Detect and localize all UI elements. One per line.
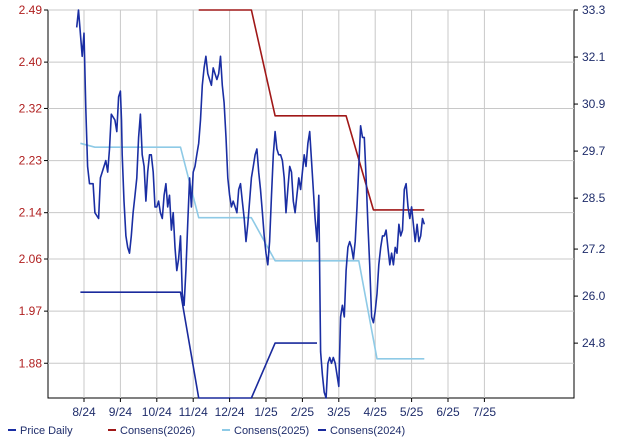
- x-tick-label: 10/24: [142, 405, 172, 419]
- x-tick-label: 6/25: [436, 405, 460, 419]
- x-tick-label: 12/24: [215, 405, 245, 419]
- right-tick-label: 28.5: [582, 191, 606, 205]
- right-tick-label: 29.7: [582, 144, 606, 158]
- x-tick-label: 1/25: [254, 405, 278, 419]
- legend: Price Daily Consens(2026) Consens(2025) Con…: [8, 425, 405, 437]
- x-tick-label: 7/25: [473, 405, 497, 419]
- series-line-consens-2024: [80, 291, 317, 399]
- series-line-consens-2025: [80, 142, 425, 360]
- x-tick-label: 4/25: [364, 405, 388, 419]
- left-axis: 1.88 1.97 2.06 2.14 2.23 2.32 2.40 2.49: [19, 3, 48, 370]
- right-tick-label: 33.3: [582, 3, 606, 17]
- left-tick-label: 1.88: [19, 356, 43, 370]
- plot-area: [47, 9, 575, 399]
- legend-label-consens-2024: Consens(2024): [330, 425, 405, 437]
- left-tick-label: 2.40: [19, 55, 43, 69]
- series-layer: [75, 9, 426, 399]
- left-tick-label: 2.49: [19, 3, 43, 17]
- legend-label-consens-2025: Consens(2025): [234, 425, 309, 437]
- x-tick-label: 11/24: [179, 405, 208, 419]
- right-tick-label: 32.1: [582, 50, 606, 64]
- series-line-price-daily: [75, 9, 426, 399]
- left-tick-label: 2.32: [19, 101, 43, 115]
- left-tick-label: 2.14: [19, 206, 43, 220]
- x-tick-label: 5/25: [400, 405, 424, 419]
- right-axis: 24.8 26.0 27.2 28.5 29.7 30.9 32.1 33.3: [574, 3, 606, 350]
- x-tick-label: 2/25: [291, 405, 315, 419]
- right-tick-label: 26.0: [582, 289, 606, 303]
- x-tick-label: 3/25: [327, 405, 351, 419]
- x-tick-label: 8/24: [72, 405, 96, 419]
- x-tick-label: 9/24: [109, 405, 133, 419]
- right-tick-label: 27.2: [582, 242, 606, 256]
- right-tick-label: 30.9: [582, 97, 606, 111]
- legend-label-price-daily: Price Daily: [20, 425, 73, 437]
- legend-label-consens-2026: Consens(2026): [120, 425, 195, 437]
- left-tick-label: 1.97: [19, 304, 43, 318]
- right-tick-label: 24.8: [582, 336, 606, 350]
- left-tick-label: 2.06: [19, 252, 43, 266]
- x-axis: 8/24 9/24 10/24 11/24 12/24 1/25 2/25 3/25 4/25 5…: [72, 398, 496, 419]
- left-tick-label: 2.23: [19, 154, 43, 168]
- series-line-consens-2026: [198, 9, 425, 211]
